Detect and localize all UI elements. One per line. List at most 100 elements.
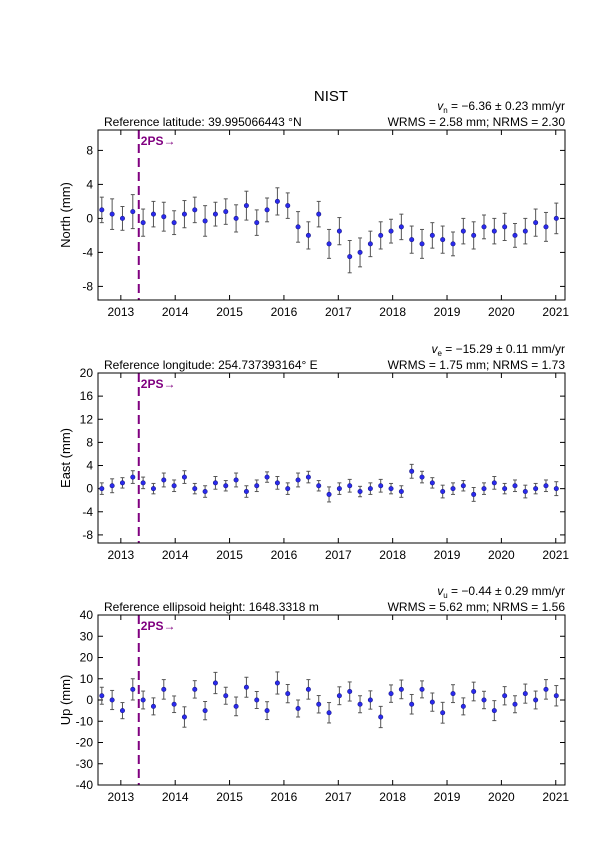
- y-tick-label: 10: [80, 672, 94, 686]
- data-point: [150, 486, 156, 492]
- data-point: [202, 708, 208, 714]
- x-tick-label: 2014: [162, 305, 189, 319]
- data-point: [336, 228, 342, 234]
- x-tick-label: 2016: [271, 548, 298, 562]
- y-tick-label: 12: [80, 412, 94, 426]
- plot-frame: [97, 614, 566, 786]
- y-tick-label: -4: [82, 245, 93, 259]
- x-tick-label: 2018: [379, 790, 406, 804]
- data-point: [192, 486, 198, 492]
- y-tick-label: 16: [80, 389, 94, 403]
- velocity-symbol: v: [437, 584, 444, 598]
- event-annotation: 2PS→: [141, 134, 176, 148]
- data-point: [140, 480, 146, 486]
- data-point: [212, 211, 218, 217]
- y-tick-label: 40: [80, 608, 94, 622]
- data-point: [378, 483, 384, 489]
- data-point: [181, 474, 187, 480]
- data-point: [130, 474, 136, 480]
- data-point: [502, 693, 508, 699]
- data-point: [264, 207, 270, 213]
- data-point: [233, 215, 239, 221]
- data-point: [140, 220, 146, 226]
- data-point: [512, 701, 518, 707]
- data-point: [264, 474, 270, 480]
- data-point: [326, 491, 332, 497]
- y-tick-label: -20: [76, 736, 94, 750]
- data-point: [522, 489, 528, 495]
- data-point: [254, 483, 260, 489]
- data-point: [181, 211, 187, 217]
- data-point: [553, 486, 559, 492]
- data-point: [161, 477, 167, 483]
- data-point: [347, 483, 353, 489]
- x-tick-label: 2017: [325, 548, 352, 562]
- data-point: [502, 224, 508, 230]
- y-tick-label: -8: [82, 279, 93, 293]
- x-tick-label: 2015: [216, 790, 243, 804]
- data-point: [450, 486, 456, 492]
- data-point: [347, 254, 353, 260]
- data-point: [223, 483, 229, 489]
- data-point: [367, 241, 373, 247]
- velocity-label: vu = −0.44 ± 0.29 mm/yr: [437, 584, 565, 600]
- data-point: [481, 224, 487, 230]
- data-point: [305, 474, 311, 480]
- x-tick-label: 2021: [542, 305, 569, 319]
- data-point: [274, 680, 280, 686]
- x-tick-label: 2015: [216, 305, 243, 319]
- x-tick-label: 2016: [271, 305, 298, 319]
- data-point: [99, 207, 105, 213]
- y-tick-label: 0: [86, 482, 93, 496]
- figure-title: NIST: [314, 88, 348, 105]
- data-point: [378, 714, 384, 720]
- x-tick-label: 2018: [379, 305, 406, 319]
- data-point: [181, 714, 187, 720]
- data-point: [212, 680, 218, 686]
- data-point: [285, 203, 291, 209]
- data-point: [450, 241, 456, 247]
- data-point: [109, 211, 115, 217]
- x-tick-label: 2013: [107, 790, 134, 804]
- data-point: [99, 486, 105, 492]
- x-tick-label: 2013: [107, 305, 134, 319]
- x-tick-label: 2017: [325, 790, 352, 804]
- data-point: [388, 691, 394, 697]
- data-point: [522, 691, 528, 697]
- velocity-symbol: v: [437, 99, 444, 113]
- data-point: [491, 228, 497, 234]
- data-point: [388, 486, 394, 492]
- data-point: [223, 209, 229, 215]
- data-point: [460, 228, 466, 234]
- data-point: [553, 215, 559, 221]
- x-tick-label: 2016: [271, 790, 298, 804]
- data-point: [316, 211, 322, 217]
- data-point: [171, 220, 177, 226]
- velocity-label: vn = −6.36 ± 0.23 mm/yr: [437, 99, 565, 115]
- data-point: [295, 224, 301, 230]
- data-point: [543, 483, 549, 489]
- data-point: [295, 477, 301, 483]
- data-point: [99, 693, 105, 699]
- data-point: [398, 224, 404, 230]
- y-tick-label: -30: [76, 757, 94, 771]
- y-tick-label: -40: [76, 778, 94, 792]
- data-point: [326, 241, 332, 247]
- data-point: [316, 701, 322, 707]
- plot-frame: [97, 129, 566, 301]
- data-point: [409, 701, 415, 707]
- x-tick-label: 2014: [162, 548, 189, 562]
- data-point: [481, 486, 487, 492]
- data-point: [336, 486, 342, 492]
- data-point: [285, 486, 291, 492]
- data-point: [254, 697, 260, 703]
- data-point: [471, 232, 477, 238]
- data-point: [409, 468, 415, 474]
- y-tick-label: 30: [80, 629, 94, 643]
- x-tick-label: 2020: [488, 305, 515, 319]
- data-point: [285, 691, 291, 697]
- x-tick-label: 2020: [488, 548, 515, 562]
- y-tick-label: -10: [76, 714, 94, 728]
- data-point: [150, 211, 156, 217]
- data-point: [140, 697, 146, 703]
